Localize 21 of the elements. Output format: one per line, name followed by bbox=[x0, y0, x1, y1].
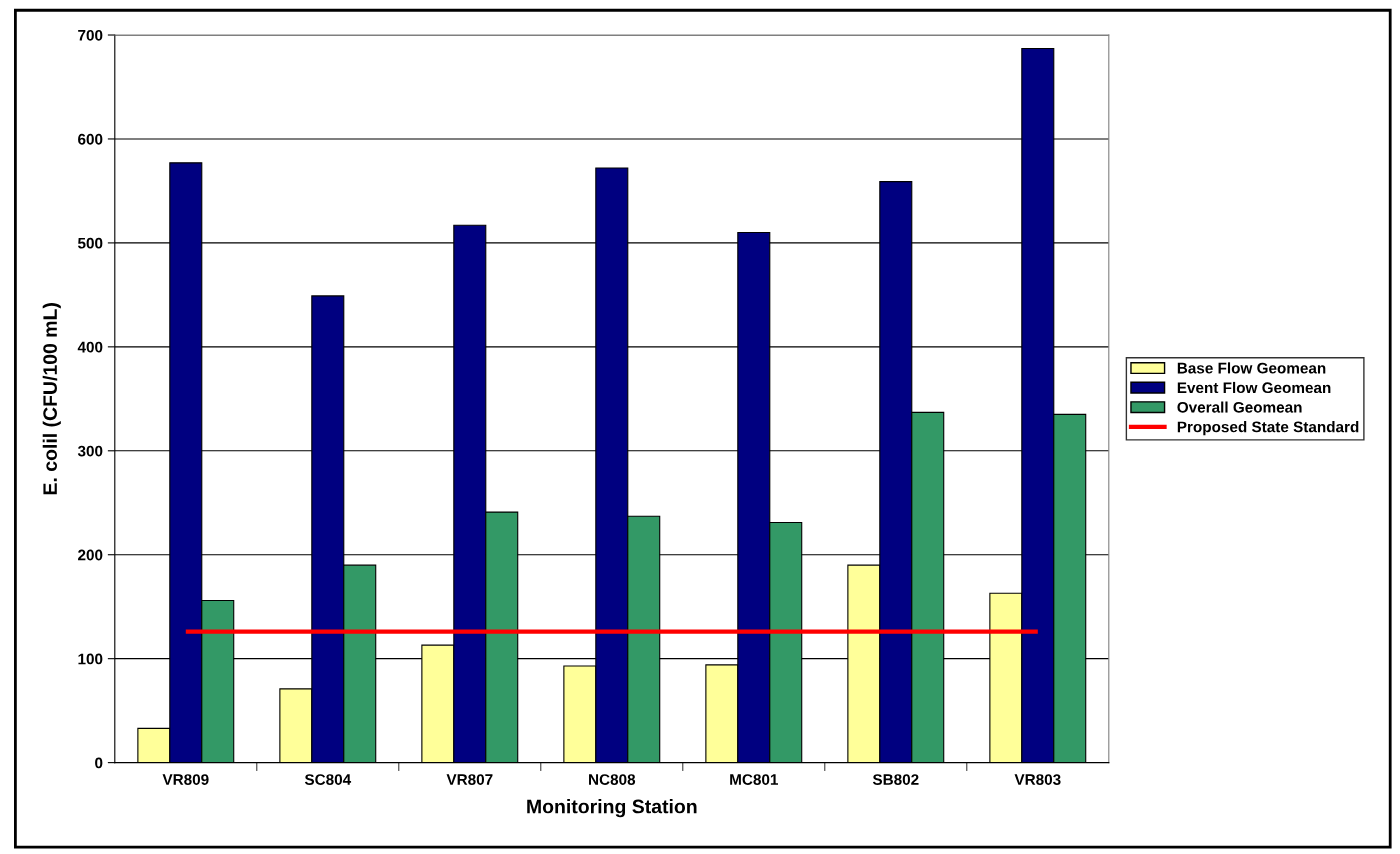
y-tick-label: 200 bbox=[78, 549, 103, 561]
y-tick-label: 500 bbox=[77, 237, 103, 249]
x-tick-label: VR809 bbox=[162, 774, 209, 785]
x-tick-label: SC804 bbox=[304, 774, 352, 785]
x-tick-label: MC801 bbox=[730, 774, 778, 785]
y-tick-label: 100 bbox=[78, 653, 103, 665]
y-axis-title: E. colil (CFU/100 mL) bbox=[42, 303, 61, 495]
legend-label: Overall Geomean bbox=[1177, 401, 1302, 413]
x-tick-label: SB802 bbox=[872, 774, 919, 785]
y-tick-label: 400 bbox=[77, 341, 103, 353]
y-tick-label: 700 bbox=[78, 29, 103, 41]
legend-label: Event Flow Geomean bbox=[1177, 381, 1331, 394]
x-tick-label: VR807 bbox=[446, 774, 493, 785]
legend-label: Base Flow Geomean bbox=[1177, 362, 1326, 374]
y-tick-label: 0 bbox=[95, 757, 103, 769]
legend-label: Proposed State Standard bbox=[1177, 421, 1359, 436]
x-tick-label: NC808 bbox=[589, 774, 636, 785]
x-axis-title: Monitoring Station bbox=[527, 799, 697, 818]
x-tick-label: VR803 bbox=[1014, 774, 1061, 785]
y-tick-label: 600 bbox=[78, 133, 103, 145]
y-tick-label: 300 bbox=[77, 445, 103, 457]
